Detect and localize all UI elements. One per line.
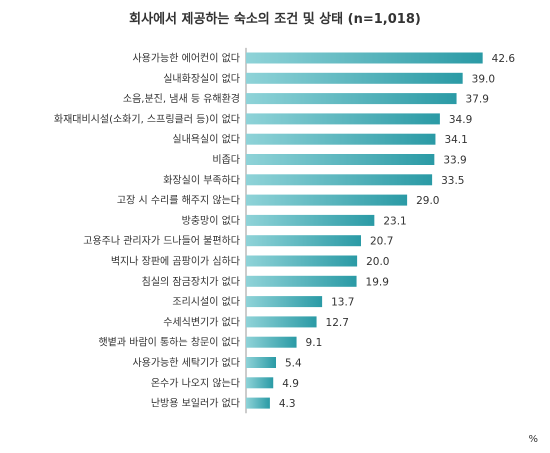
bar (246, 296, 323, 308)
bar (246, 113, 440, 125)
category-label: 침실의 잠금장치가 없다 (142, 275, 240, 288)
category-label: 실내화장실이 없다 (163, 72, 240, 85)
bar (246, 316, 317, 328)
category-label: 소음,분진, 냄새 등 유해환경 (123, 92, 240, 105)
value-label: 19.9 (366, 276, 389, 288)
bar (246, 52, 483, 64)
value-label: 34.9 (449, 114, 472, 126)
value-label: 20.7 (370, 236, 393, 248)
category-label: 화장실이 부족하다 (163, 173, 240, 186)
category-label: 벽지나 장판에 곰팡이가 심하다 (111, 255, 240, 268)
category-label: 난방용 보일러가 없다 (151, 397, 240, 410)
value-label: 4.3 (279, 398, 296, 410)
value-label: 23.1 (383, 215, 406, 227)
bar (246, 377, 274, 389)
value-label: 12.7 (326, 317, 349, 329)
category-label: 사용가능한 세탁기가 없다 (132, 356, 240, 369)
category-label: 화재대비시설(소화기, 스프링클러 등)이 없다 (54, 112, 240, 125)
bar (246, 275, 357, 287)
category-label: 고장 시 수리를 해주지 않는다 (117, 194, 240, 207)
value-label: 29.0 (416, 195, 439, 207)
category-label: 방충망이 없다 (182, 214, 240, 227)
bar (246, 235, 361, 247)
value-label: 33.5 (441, 175, 464, 187)
value-label: 9.1 (306, 337, 323, 349)
bar (246, 397, 270, 409)
category-label: 사용가능한 에어컨이 없다 (132, 52, 240, 65)
bar (246, 194, 408, 206)
category-label: 실내욕실이 없다 (172, 133, 240, 146)
value-label: 37.9 (466, 94, 489, 106)
category-label: 조리시설이 없다 (172, 295, 240, 308)
bar (246, 154, 435, 165)
category-label: 수세식변기가 없다 (163, 315, 240, 328)
value-label: 39.0 (472, 73, 495, 85)
bar (246, 93, 457, 105)
bar (246, 214, 375, 226)
value-label: 33.9 (443, 155, 466, 167)
bar-rows: 사용가능한 에어컨이 없다 42.6 실내화장실이 없다 39.0 소음,분진, 냄새 … (54, 52, 515, 411)
bar (246, 133, 436, 145)
unit-label: % (528, 434, 538, 445)
category-label: 온수가 나오지 않는다 (151, 377, 240, 389)
bar (246, 336, 297, 348)
category-label: 고용주나 관리자가 드나들어 불편하다 (83, 234, 240, 247)
value-label: 34.1 (444, 134, 467, 146)
value-label: 20.0 (366, 256, 389, 268)
bar (246, 357, 276, 368)
value-label: 5.4 (285, 358, 302, 370)
category-label: 햇볕과 바람이 통하는 창문이 없다 (98, 336, 240, 349)
value-label: 13.7 (331, 297, 354, 309)
category-label: 비좁다 (212, 154, 240, 166)
bar (246, 174, 433, 186)
value-label: 42.6 (492, 53, 516, 65)
chart-title: 회사에서 제공하는 숙소의 조건 및 상태 (n=1,018) (129, 12, 421, 27)
bar (246, 255, 358, 267)
value-label: 4.9 (282, 378, 299, 390)
bar (246, 72, 463, 84)
